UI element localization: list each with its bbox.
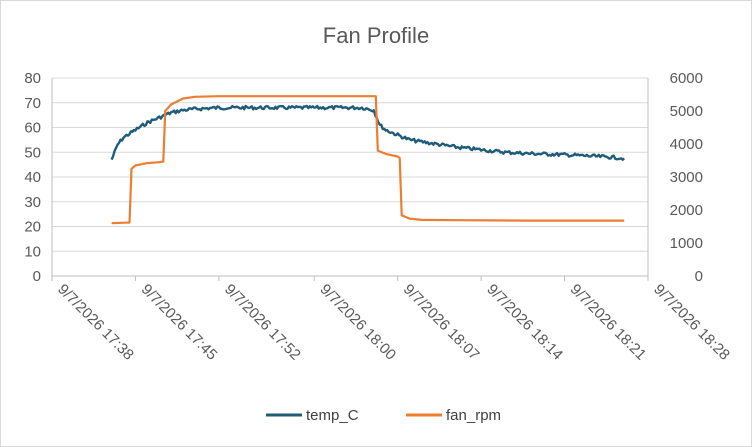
y-right-tick-label: 4000 (670, 136, 703, 153)
y-left-tick-label: 30 (24, 194, 41, 211)
series-line-temp-C (110, 104, 625, 161)
x-tick-label: 9/7/2026 18:14 (483, 281, 566, 364)
y-left-tick-label: 60 (24, 120, 41, 137)
y-right-tick-label: 6000 (670, 70, 703, 87)
chart-title: Fan Profile (323, 23, 429, 48)
legend-label: fan_rpm (446, 407, 501, 424)
y-left-tick-label: 0 (33, 268, 41, 285)
x-tick-label: 9/7/2026 18:07 (400, 281, 483, 364)
y-left-tick-label: 10 (24, 243, 41, 260)
y-left-tick-label: 40 (24, 169, 41, 186)
y-right-tick-label: 1000 (670, 235, 703, 252)
y-right-tick-label: 5000 (670, 103, 703, 120)
y-right-tick-label: 0 (695, 268, 703, 285)
x-tick-label: 9/7/2026 18:28 (650, 281, 733, 364)
x-tick-label: 9/7/2026 17:52 (221, 281, 304, 364)
series-line-fan-rpm (111, 95, 625, 225)
x-tick-label: 9/7/2026 17:45 (138, 281, 221, 364)
legend-label: temp_C (306, 407, 359, 424)
x-tick-label: 9/7/2026 18:00 (316, 281, 399, 364)
y-left-tick-label: 70 (24, 95, 41, 112)
y-right-tick-label: 3000 (670, 169, 703, 186)
gridlines (52, 77, 648, 277)
legend: temp_C fan_rpm (266, 407, 501, 424)
y-left-tick-label: 50 (24, 144, 41, 161)
x-tick-label: 9/7/2026 17:38 (54, 281, 137, 364)
series-lines (110, 95, 625, 225)
y-left-tick-label: 20 (24, 219, 41, 236)
x-tick-label: 9/7/2026 18:21 (567, 281, 650, 364)
y-left-tick-label: 80 (24, 70, 41, 87)
y-right-tick-label: 2000 (670, 202, 703, 219)
